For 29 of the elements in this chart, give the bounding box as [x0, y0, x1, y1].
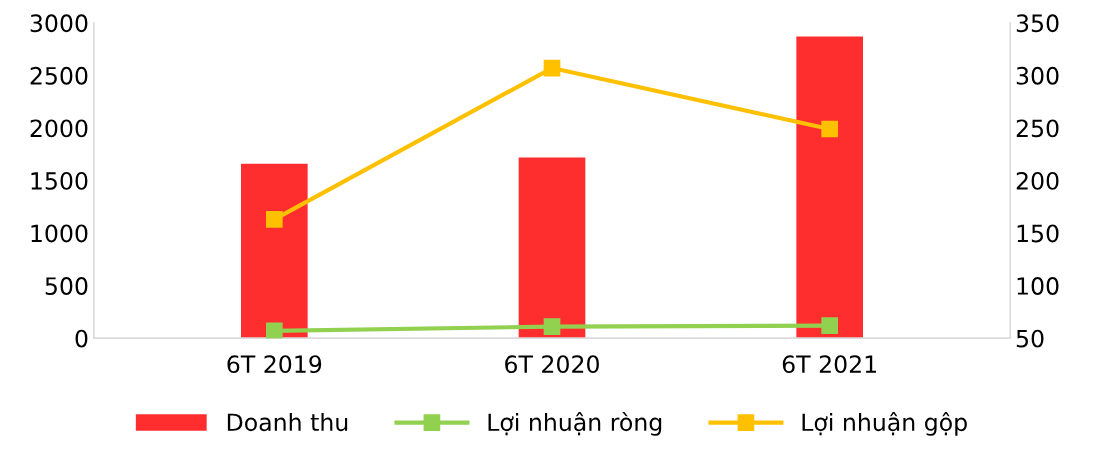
x-tick-label: 6T 2021 [782, 355, 877, 374]
y2-tick-label: 50 [1016, 329, 1044, 348]
y-tick-label: 2500 [30, 66, 88, 85]
legend-label: Doanh thu [227, 412, 348, 432]
x-tick-label: 6T 2020 [505, 355, 599, 374]
point [821, 120, 839, 138]
point [543, 59, 561, 77]
bar [796, 36, 863, 339]
y-tick-label: 1000 [31, 224, 88, 243]
y2-tick-label: 100 [1017, 277, 1059, 295]
y2-tick-label: 150 [1017, 224, 1059, 243]
bar [518, 157, 586, 339]
y-tick-label: 1500 [31, 171, 88, 190]
point [543, 318, 561, 335]
point [265, 322, 283, 339]
y2-tick-label: 300 [1016, 66, 1059, 85]
y2-tick-label: 250 [1016, 119, 1059, 138]
legend-label: Lợi nhuận gộp [802, 411, 967, 436]
y-tick-label: 500 [45, 277, 88, 295]
y2-tick-label: 350 [1016, 14, 1059, 33]
y-tick-label: 2000 [30, 119, 88, 138]
point [265, 211, 283, 228]
y2-tick-label: 200 [1016, 171, 1059, 190]
y-tick-label: 3000 [30, 14, 88, 33]
point [821, 317, 839, 334]
bar [241, 163, 308, 339]
x-tick-label: 6T 2019 [227, 355, 322, 374]
legend-label: Lợi nhuận ròng [488, 411, 662, 436]
y-tick-label: 0 [75, 329, 88, 348]
